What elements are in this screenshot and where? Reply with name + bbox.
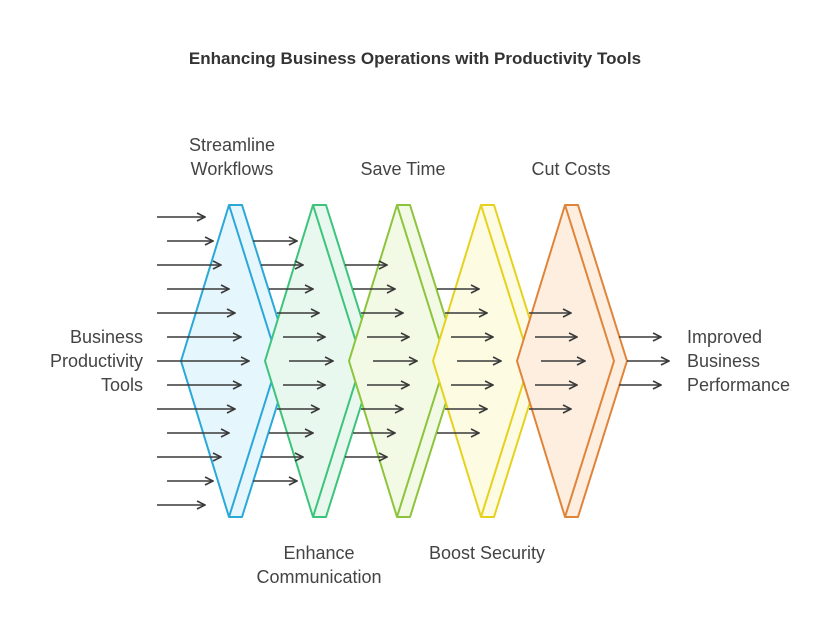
input-label-line2: Productivity [49,351,143,371]
stage-label-line1: Save Time [360,159,446,179]
input-label: Business Productivity Tools [20,325,143,397]
input-label-line3: Tools [100,375,143,395]
stage-label-streamline-workflows: Streamline Workflows [152,133,312,181]
output-label-line2: Business [687,351,761,371]
stage-label-line2: Communication [256,567,382,587]
stage-label-boost-security: Boost Security [397,541,577,565]
stage-label-line1: Cut Costs [531,159,611,179]
stage-label-cut-costs: Cut Costs [491,157,651,181]
output-label-line3: Performance [687,375,791,395]
stage-label-line1: Streamline [188,135,276,155]
diagram-title: Enhancing Business Operations with Produ… [188,49,642,68]
stage-label-enhance-communication: Enhance Communication [229,541,409,589]
output-label: Improved Business Performance [687,325,817,397]
stage-label-line1: Boost Security [428,543,546,563]
input-label-line1: Business [69,327,143,347]
stage-label-line2: Workflows [190,159,274,179]
stage-label-line1: Enhance [283,543,355,563]
output-label-line1: Improved [687,327,763,347]
stage-edge [564,204,615,518]
stage-label-save-time: Save Time [323,157,483,181]
